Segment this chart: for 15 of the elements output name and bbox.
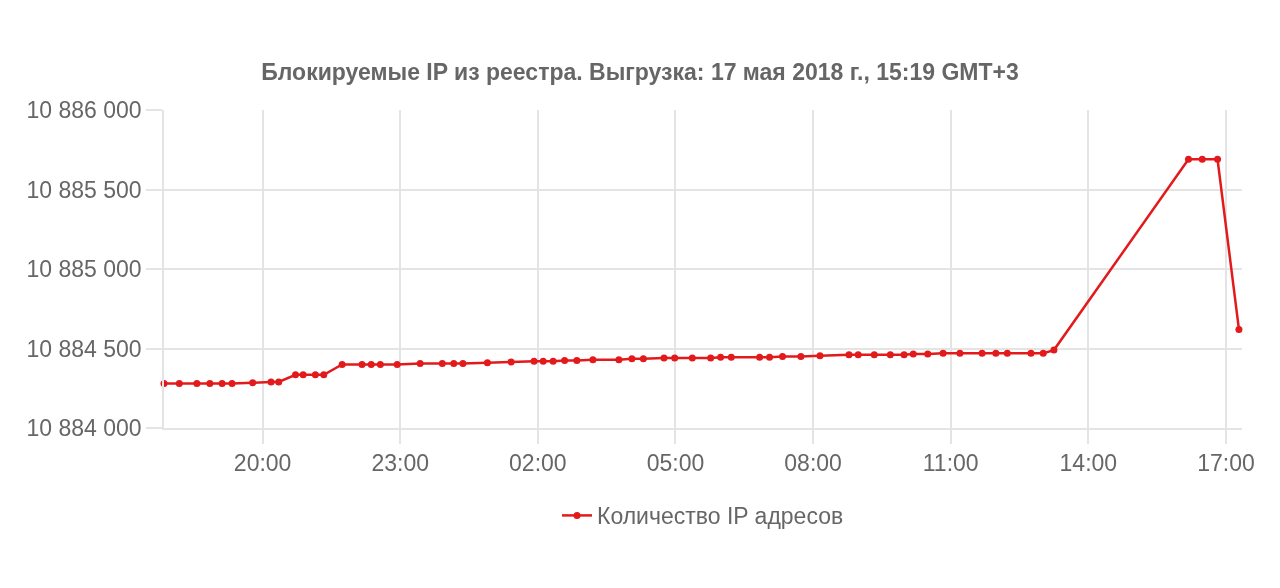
- x-tick-label: 02:00: [509, 450, 567, 477]
- x-tick-label: 11:00: [922, 450, 979, 477]
- x-tick-label: 14:00: [1059, 450, 1118, 477]
- legend-label: Количество IP адресов: [597, 503, 844, 530]
- y-tick-label: 10 884 000: [26, 415, 142, 442]
- x-tick-label: 23:00: [371, 450, 430, 477]
- y-tick-label: 10 884 500: [26, 335, 142, 362]
- y-tick-label: 10 885 500: [26, 176, 142, 203]
- y-tick-label: 10 886 000: [26, 97, 142, 124]
- x-tick-label: 20:00: [233, 450, 292, 477]
- x-tick-label: 05:00: [646, 450, 705, 477]
- x-tick-label: 08:00: [784, 450, 842, 477]
- x-tick-label: 17:00: [1197, 450, 1255, 477]
- chart-title: Блокируемые IP из реестра. Выгрузка: 17 мая 2018 г., 15:19 GMT+3: [261, 58, 1019, 85]
- y-tick-label: 10 885 000: [26, 256, 142, 283]
